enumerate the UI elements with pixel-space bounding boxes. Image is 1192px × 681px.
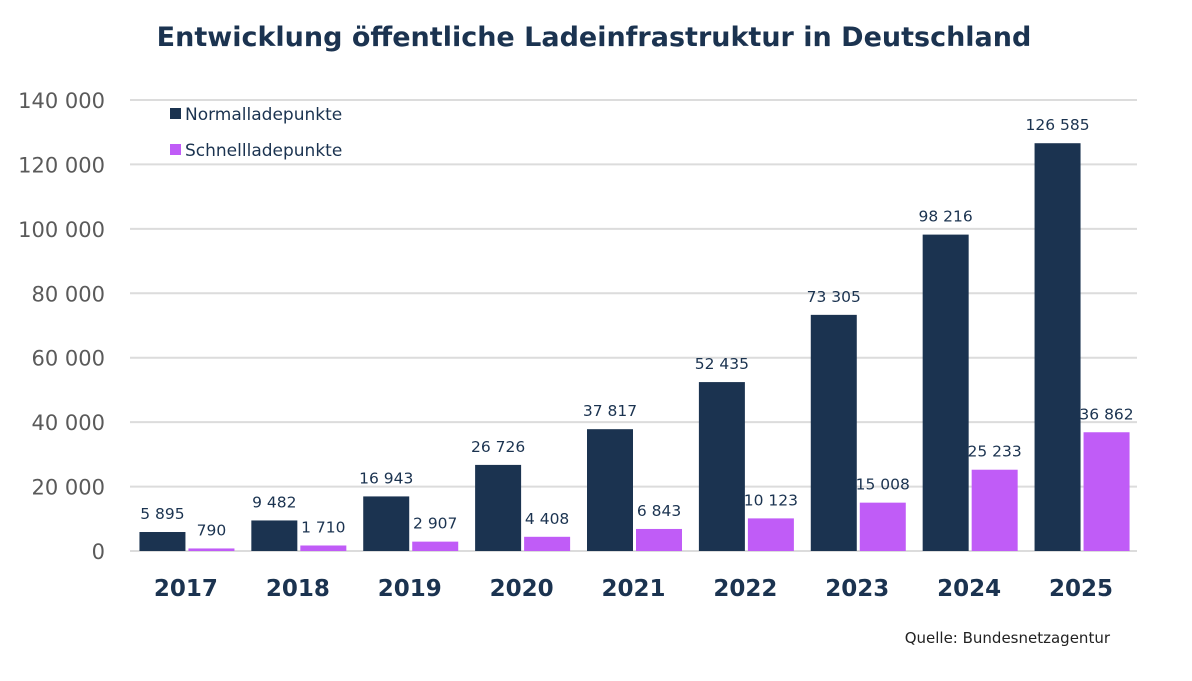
bar-schnellladepunkte-2017 xyxy=(188,548,235,551)
bar-normalladepunkte-2019 xyxy=(363,496,410,551)
x-tick-label: 2023 xyxy=(825,576,889,602)
legend-swatch-schnellladepunkte xyxy=(170,144,181,155)
bar-schnellladepunkte-2018 xyxy=(300,545,347,551)
data-label-normalladepunkte-2020: 26 726 xyxy=(471,438,525,456)
legend-label-schnellladepunkte: Schnellladepunkte xyxy=(185,141,342,161)
data-label-schnellladepunkte-2022: 10 123 xyxy=(744,491,798,509)
data-label-normalladepunkte-2022: 52 435 xyxy=(695,355,749,373)
bar-schnellladepunkte-2023 xyxy=(859,502,906,551)
data-label-schnellladepunkte-2021: 6 843 xyxy=(637,502,681,520)
y-axis-ticks: 0 20 000 40 000 60 000 80 000 100 000 120 000 1… xyxy=(18,89,105,564)
x-tick-label: 2018 xyxy=(266,576,330,602)
chart-title: Entwicklung öffentliche Ladeinfrastruktu… xyxy=(157,22,1032,53)
y-tick-label: 20 000 xyxy=(32,476,105,500)
data-label-normalladepunkte-2023: 73 305 xyxy=(807,288,861,306)
data-label-schnellladepunkte-2025: 36 862 xyxy=(1079,405,1133,423)
data-label-normalladepunkte-2025: 126 585 xyxy=(1026,116,1090,134)
y-tick-label: 120 000 xyxy=(18,153,105,177)
bar-normalladepunkte-2020 xyxy=(475,464,522,551)
gridlines xyxy=(130,99,1137,552)
data-label-normalladepunkte-2021: 37 817 xyxy=(583,402,637,420)
x-tick-label: 2021 xyxy=(601,576,665,602)
x-tick-label: 2025 xyxy=(1049,576,1113,602)
legend: Normalladepunkte Schnellladepunkte xyxy=(170,105,342,161)
data-label-schnellladepunkte-2018: 1 710 xyxy=(301,518,345,536)
y-tick-label: 100 000 xyxy=(18,218,105,242)
y-tick-label: 40 000 xyxy=(32,411,105,435)
data-label-schnellladepunkte-2020: 4 408 xyxy=(525,510,569,528)
bar-schnellladepunkte-2020 xyxy=(524,536,571,551)
data-label-schnellladepunkte-2024: 25 233 xyxy=(968,443,1022,461)
data-label-schnellladepunkte-2019: 2 907 xyxy=(413,515,457,533)
data-label-schnellladepunkte-2017: 790 xyxy=(197,521,227,539)
y-tick-label: 80 000 xyxy=(32,282,105,306)
bar-schnellladepunkte-2021 xyxy=(636,528,682,551)
legend-label-normalladepunkte: Normalladepunkte xyxy=(185,105,342,125)
bar-normalladepunkte-2025 xyxy=(1034,143,1081,552)
bar-normalladepunkte-2022 xyxy=(698,382,745,551)
bar-schnellladepunkte-2025 xyxy=(1083,432,1130,551)
bar-normalladepunkte-2024 xyxy=(922,234,969,551)
data-label-schnellladepunkte-2023: 15 008 xyxy=(856,476,910,494)
y-tick-label: 140 000 xyxy=(18,89,105,113)
bar-normalladepunkte-2023 xyxy=(810,314,857,551)
x-tick-label: 2017 xyxy=(154,576,218,602)
source-note: Quelle: Bundesnetzagentur xyxy=(905,629,1111,647)
x-axis-ticks: 2017 2018 2019 2020 2021 2022 2023 2024 2025 xyxy=(154,576,1113,602)
x-tick-label: 2020 xyxy=(490,576,554,602)
bar-schnellladepunkte-2019 xyxy=(412,541,459,551)
x-tick-label: 2024 xyxy=(937,576,1001,602)
y-tick-label: 60 000 xyxy=(32,347,105,371)
x-tick-label: 2022 xyxy=(713,576,777,602)
data-label-normalladepunkte-2017: 5 895 xyxy=(140,505,184,523)
bar-normalladepunkte-2017 xyxy=(139,532,186,551)
legend-swatch-normalladepunkte xyxy=(170,108,181,119)
data-label-normalladepunkte-2024: 98 216 xyxy=(919,208,973,226)
data-labels: 5 895 790 9 482 1 710 16 943 2 907 26 726 4 408… xyxy=(140,116,1133,539)
y-tick-label: 0 xyxy=(92,540,105,564)
bar-schnellladepunkte-2024 xyxy=(971,469,1018,551)
data-label-normalladepunkte-2019: 16 943 xyxy=(359,469,413,487)
bar-normalladepunkte-2018 xyxy=(251,520,298,551)
bars xyxy=(139,143,1130,552)
bar-normalladepunkte-2021 xyxy=(587,429,633,551)
x-tick-label: 2019 xyxy=(378,576,442,602)
bar-schnellladepunkte-2022 xyxy=(747,518,794,551)
data-label-normalladepunkte-2018: 9 482 xyxy=(252,493,296,511)
